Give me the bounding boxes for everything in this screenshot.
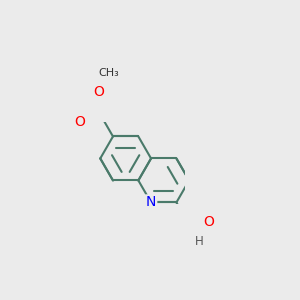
Text: O: O [74, 115, 85, 129]
Text: O: O [203, 215, 214, 229]
Text: O: O [94, 85, 104, 99]
Text: N: N [146, 195, 156, 209]
Text: H: H [195, 236, 204, 248]
Text: CH₃: CH₃ [99, 68, 120, 78]
